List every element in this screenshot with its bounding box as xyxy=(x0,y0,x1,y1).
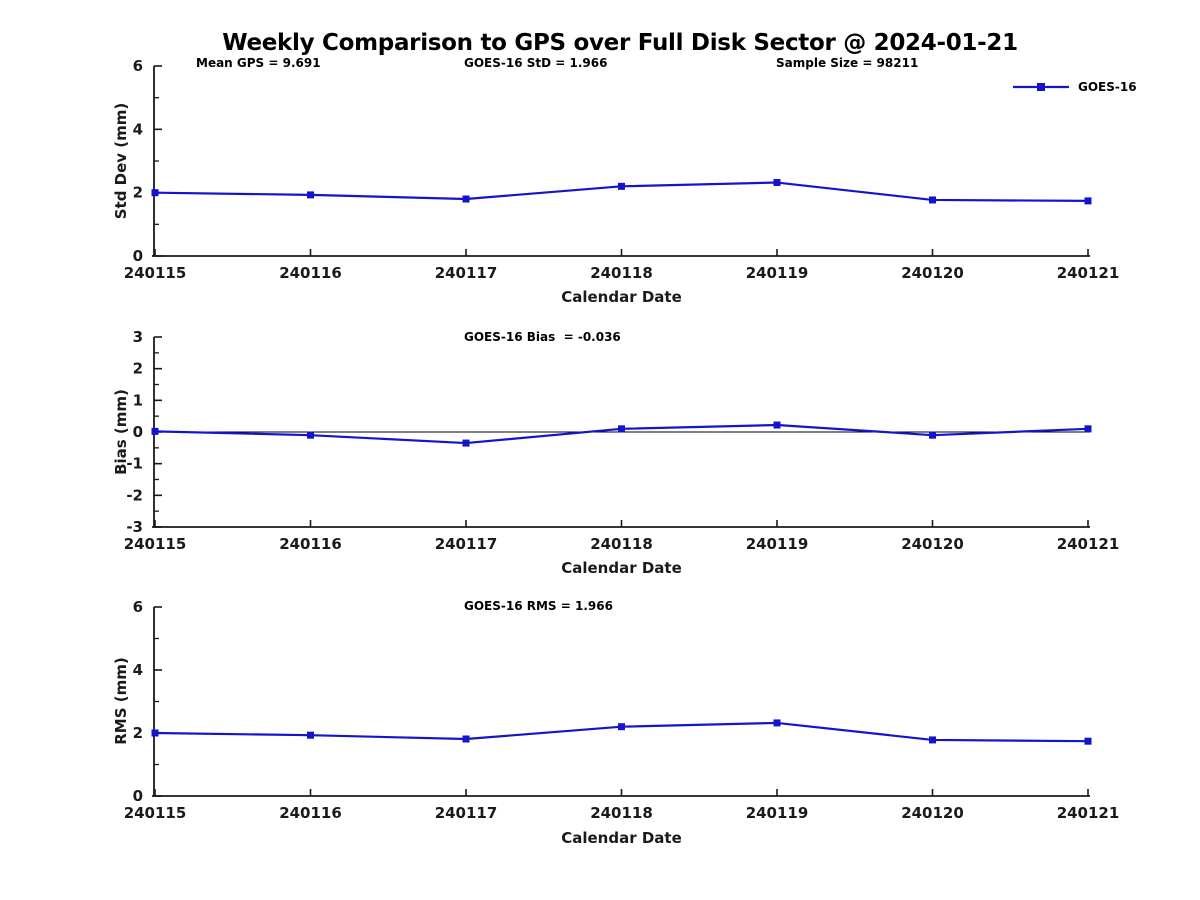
svg-text:0: 0 xyxy=(133,247,143,265)
svg-text:6: 6 xyxy=(133,57,143,75)
svg-text:240119: 240119 xyxy=(746,804,809,822)
svg-text:240119: 240119 xyxy=(746,535,809,553)
bias-plot: -3 -2 -1 0 1 2 3 240115 240116 240117 240118 240119… xyxy=(124,328,1120,553)
legend-label: GOES-16 xyxy=(1078,80,1137,94)
svg-text:2: 2 xyxy=(133,184,143,202)
svg-text:240116: 240116 xyxy=(279,535,342,553)
svg-text:2: 2 xyxy=(133,360,143,378)
svg-text:240116: 240116 xyxy=(279,264,342,282)
svg-text:0: 0 xyxy=(133,423,143,441)
figure-title: Weekly Comparison to GPS over Full Disk … xyxy=(222,30,1018,56)
svg-text:240116: 240116 xyxy=(279,804,342,822)
svg-text:240121: 240121 xyxy=(1057,535,1120,553)
svg-text:3: 3 xyxy=(133,328,143,346)
legend-line-icon xyxy=(1013,83,1069,91)
bias-x-axis-label: Calendar Date xyxy=(561,559,682,577)
svg-text:0: 0 xyxy=(133,787,143,805)
rms-plot: 0 2 4 6 240115 240116 240117 240118 240119 240120… xyxy=(124,598,1120,822)
annotation-goes16-rms: GOES-16 RMS = 1.966 xyxy=(464,599,613,613)
svg-text:240117: 240117 xyxy=(435,535,498,553)
svg-text:240117: 240117 xyxy=(435,264,498,282)
svg-text:-2: -2 xyxy=(126,486,143,504)
svg-text:240117: 240117 xyxy=(435,804,498,822)
svg-text:240115: 240115 xyxy=(124,535,187,553)
annotation-goes16-std: GOES-16 StD = 1.966 xyxy=(464,56,608,70)
annotation-sample-size: Sample Size = 98211 xyxy=(776,56,919,70)
svg-text:240115: 240115 xyxy=(124,264,187,282)
svg-text:240121: 240121 xyxy=(1057,804,1120,822)
rms-y-axis-label: RMS (mm) xyxy=(112,657,130,745)
svg-text:240119: 240119 xyxy=(746,264,809,282)
svg-text:4: 4 xyxy=(133,120,143,138)
svg-text:-1: -1 xyxy=(126,455,143,473)
annotation-mean-gps: Mean GPS = 9.691 xyxy=(196,56,321,70)
bias-y-axis-label: Bias (mm) xyxy=(112,389,130,475)
svg-text:1: 1 xyxy=(133,391,143,409)
svg-text:6: 6 xyxy=(133,598,143,616)
rms-x-axis-label: Calendar Date xyxy=(561,829,682,847)
svg-text:-3: -3 xyxy=(126,518,143,536)
std-dev-plot: 0 2 4 6 240115 240116 240117 240118 240119 240120… xyxy=(124,57,1120,282)
std-dev-x-axis-label: Calendar Date xyxy=(561,288,682,306)
svg-text:240115: 240115 xyxy=(124,804,187,822)
svg-text:4: 4 xyxy=(133,661,143,679)
legend: GOES-16 xyxy=(1012,80,1137,94)
svg-text:240121: 240121 xyxy=(1057,264,1120,282)
svg-text:240120: 240120 xyxy=(901,804,964,822)
annotation-goes16-bias: GOES-16 Bias = -0.036 xyxy=(464,330,621,344)
svg-text:2: 2 xyxy=(133,724,143,742)
svg-text:240120: 240120 xyxy=(901,535,964,553)
svg-text:240120: 240120 xyxy=(901,264,964,282)
svg-text:240118: 240118 xyxy=(590,804,653,822)
svg-text:240118: 240118 xyxy=(590,535,653,553)
std-dev-y-axis-label: Std Dev (mm) xyxy=(112,102,130,220)
svg-text:240118: 240118 xyxy=(590,264,653,282)
